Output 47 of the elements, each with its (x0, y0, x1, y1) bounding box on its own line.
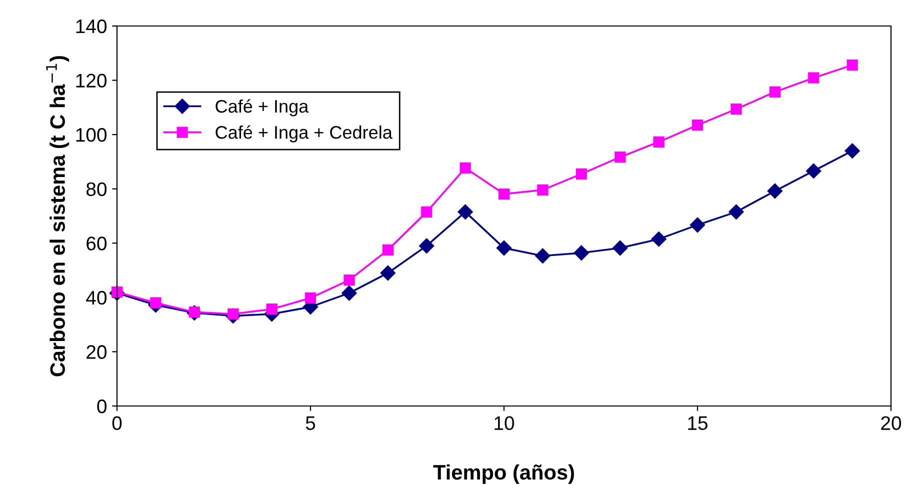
y-tick-label: 40 (86, 290, 107, 305)
x-tick-label: 15 (688, 416, 708, 430)
point (344, 274, 355, 286)
point (653, 136, 664, 148)
point (380, 265, 396, 281)
x-tick-label: 20 (881, 416, 902, 430)
point (651, 232, 666, 247)
y-tick-label: 100 (76, 128, 107, 142)
y-tick-label: 0 (97, 399, 107, 414)
y-tick-label: 80 (86, 182, 107, 196)
point (612, 240, 628, 256)
point (535, 248, 550, 264)
point (576, 168, 587, 180)
point (382, 244, 394, 256)
point (460, 162, 471, 174)
point (808, 72, 820, 84)
point (806, 163, 822, 179)
point (574, 245, 589, 260)
legend-label: Café + Inga + Cedrela (216, 125, 392, 142)
point (458, 204, 473, 220)
legend-label: Café + Inga (216, 99, 309, 116)
x-tick-label: 10 (494, 416, 514, 430)
point (767, 183, 782, 199)
point (844, 143, 860, 158)
point (266, 304, 278, 315)
point (498, 188, 510, 200)
point (846, 60, 858, 71)
y-tick-label: 60 (86, 236, 107, 250)
point (614, 152, 626, 163)
x-axis-title: Tiempo (años) (433, 464, 574, 484)
y-axis-title: Carbono en el sistema (t C ha$^{−1}$) (46, 56, 70, 376)
y-tick-label: 140 (76, 19, 107, 34)
point (421, 206, 432, 218)
point (419, 238, 434, 254)
point (496, 240, 512, 256)
y-tick-label: 20 (86, 345, 107, 359)
x-tick-label: 0 (112, 416, 122, 430)
point (769, 86, 780, 98)
x-tick-label: 5 (306, 416, 316, 430)
point (537, 184, 548, 196)
point (692, 120, 704, 131)
point (304, 292, 316, 304)
point (728, 204, 744, 220)
y-tick-label: 120 (76, 74, 107, 88)
point (730, 104, 742, 115)
point (342, 286, 357, 301)
point (690, 217, 706, 233)
